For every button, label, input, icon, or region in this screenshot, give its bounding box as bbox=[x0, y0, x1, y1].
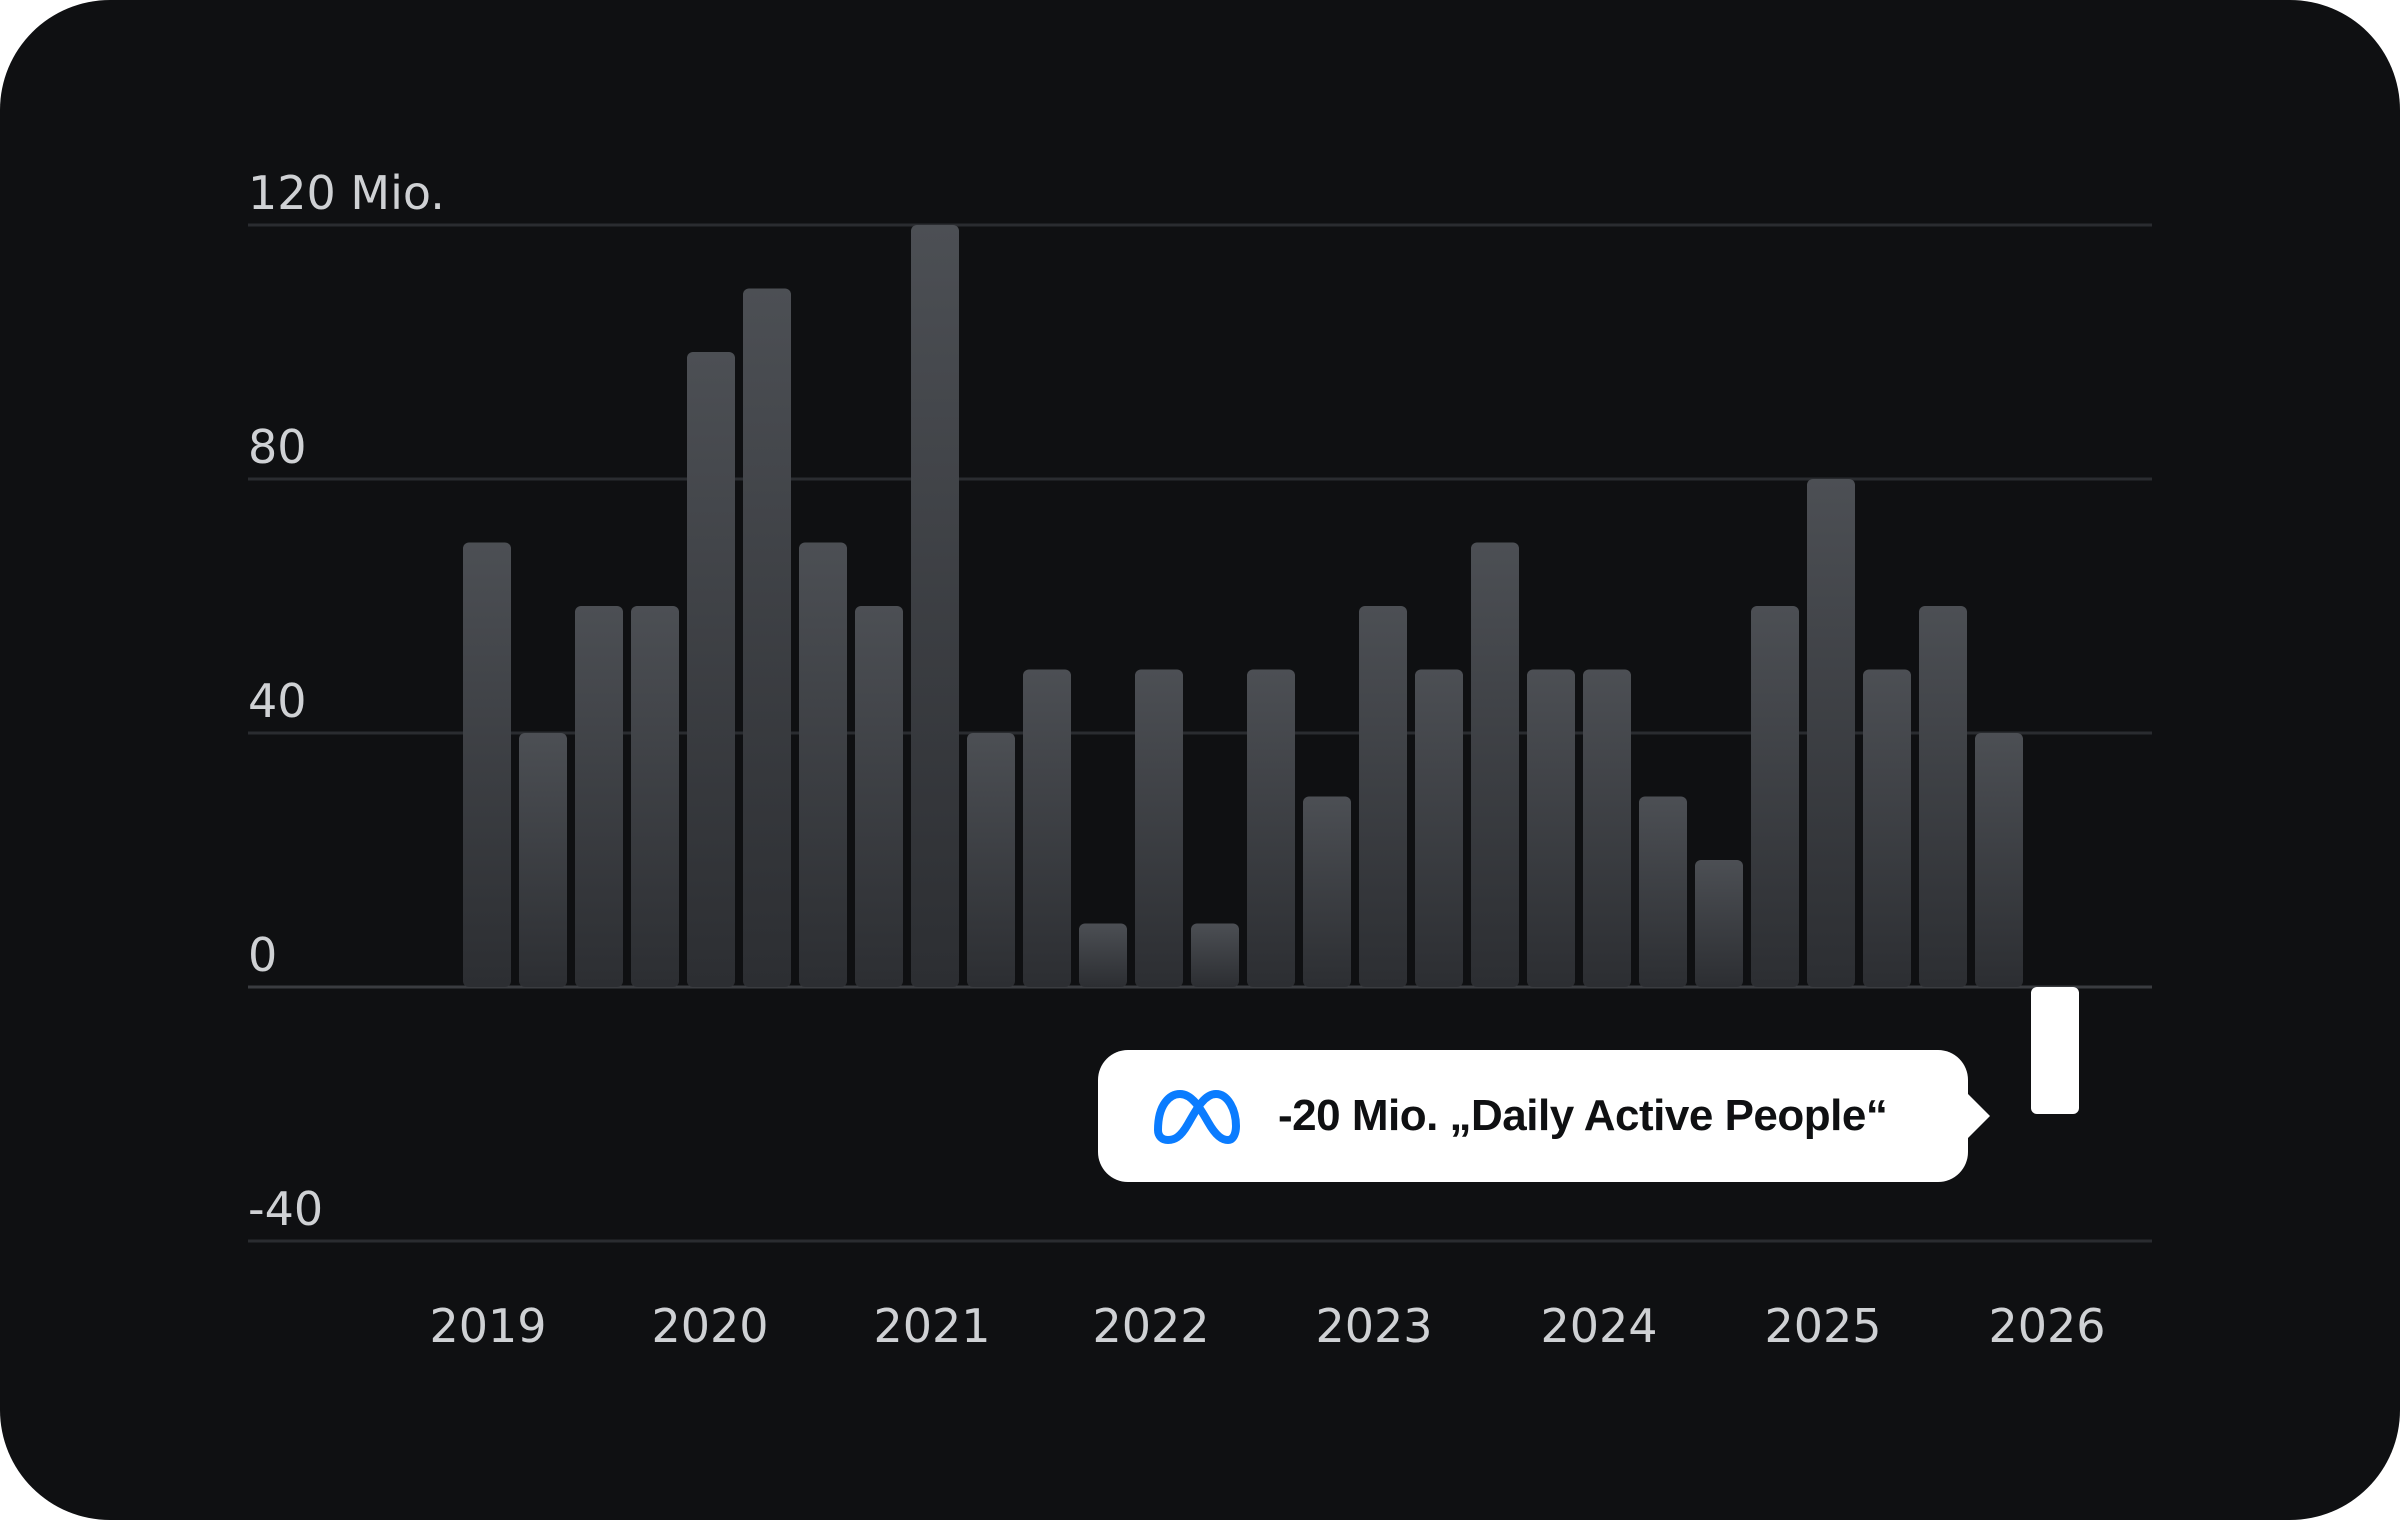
bar bbox=[1471, 542, 1519, 987]
bar bbox=[1751, 606, 1799, 987]
bar bbox=[1303, 796, 1351, 987]
x-tick-label: 2023 bbox=[1315, 1299, 1432, 1353]
annotation-text: -20 Mio. „Daily Active People“ bbox=[1278, 1091, 1888, 1140]
bar bbox=[1639, 796, 1687, 987]
y-tick-label: 40 bbox=[248, 674, 307, 728]
bar bbox=[519, 733, 567, 987]
bar bbox=[1807, 479, 1855, 987]
x-tick-label: 2026 bbox=[1988, 1299, 2105, 1353]
x-tick-label: 2022 bbox=[1092, 1299, 1209, 1353]
meta-logo-icon bbox=[1154, 1090, 1240, 1144]
bar bbox=[1135, 669, 1183, 987]
bar bbox=[575, 606, 623, 987]
bar bbox=[1919, 606, 1967, 987]
bar bbox=[1863, 669, 1911, 987]
y-tick-label: 80 bbox=[248, 420, 307, 474]
y-tick-label: -40 bbox=[248, 1182, 323, 1236]
bar bbox=[631, 606, 679, 987]
bar bbox=[967, 733, 1015, 987]
bar bbox=[1975, 733, 2023, 987]
bar bbox=[1247, 669, 1295, 987]
bar bbox=[463, 542, 511, 987]
x-tick-label: 2025 bbox=[1764, 1299, 1881, 1353]
bar bbox=[1191, 923, 1239, 987]
bars bbox=[463, 225, 2079, 1114]
bar bbox=[1359, 606, 1407, 987]
x-tick-label: 2019 bbox=[429, 1299, 546, 1353]
y-tick-label: 0 bbox=[248, 928, 277, 982]
bar bbox=[1079, 923, 1127, 987]
bar bbox=[743, 288, 791, 987]
bar bbox=[687, 352, 735, 987]
annotation-callout: -20 Mio. „Daily Active People“ bbox=[1098, 1050, 1990, 1182]
y-tick-label: 120 Mio. bbox=[248, 166, 445, 220]
bar bbox=[911, 225, 959, 987]
x-tick-label: 2024 bbox=[1540, 1299, 1657, 1353]
bar bbox=[855, 606, 903, 987]
x-axis: 2019 2020 2021 2022 2023 2024 2025 2026 bbox=[429, 1299, 2105, 1353]
highlighted-bar bbox=[2031, 987, 2079, 1114]
bar bbox=[1583, 669, 1631, 987]
y-axis: 120 Mio. 80 40 0 -40 bbox=[248, 166, 445, 1236]
x-tick-label: 2020 bbox=[651, 1299, 768, 1353]
x-tick-label: 2021 bbox=[873, 1299, 990, 1353]
bar bbox=[1023, 669, 1071, 987]
bar bbox=[1415, 669, 1463, 987]
bar bbox=[799, 542, 847, 987]
bar bbox=[1695, 860, 1743, 987]
bar bbox=[1527, 669, 1575, 987]
